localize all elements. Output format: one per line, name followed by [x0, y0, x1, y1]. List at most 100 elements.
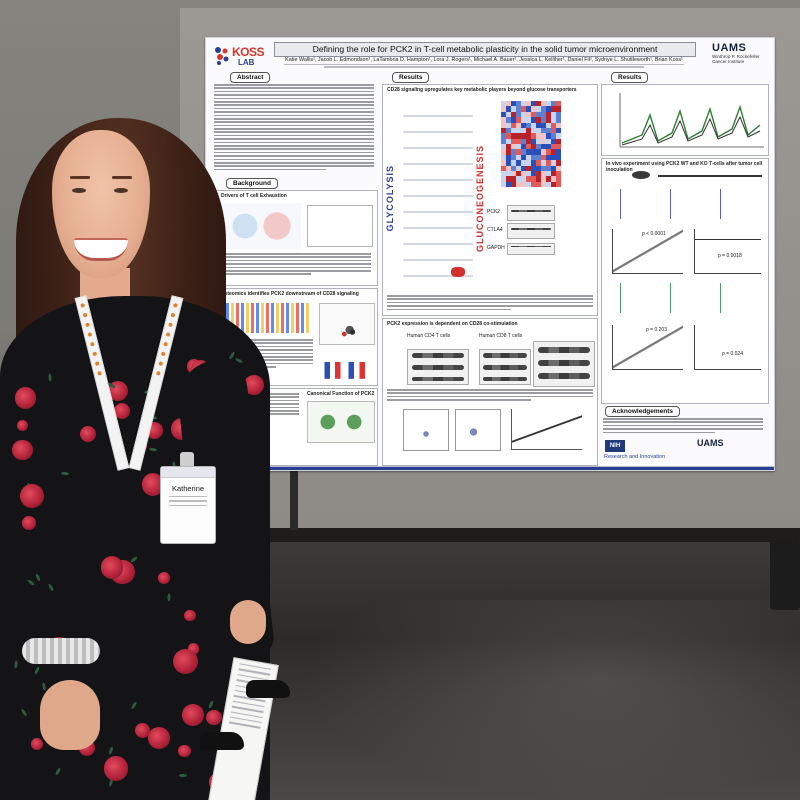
dress-flower — [172, 648, 199, 675]
heatmap-cell — [546, 160, 551, 166]
right-eyebrow — [112, 176, 132, 179]
heatmap-cell — [556, 176, 561, 182]
heatmap-cell — [536, 165, 541, 171]
dress-leaf — [26, 578, 35, 587]
heatmap-cell — [541, 117, 546, 123]
heatmap-cell — [531, 176, 536, 182]
heatmap-cell — [541, 101, 546, 107]
heatmap-cell — [521, 149, 526, 155]
heatmap-cell — [536, 176, 541, 182]
heatmap-cell — [501, 165, 506, 171]
heatmap-cell — [546, 181, 551, 187]
shoe — [246, 680, 290, 698]
heatmap-cell — [521, 165, 526, 171]
dress-flower — [79, 425, 96, 443]
uams-logo: UAMS Winthrop P. Rockefeller Cancer Inst… — [712, 42, 770, 70]
dress-leaf — [234, 357, 244, 365]
dress-leaf — [130, 701, 138, 711]
dress-flower — [113, 402, 131, 420]
dress-flower — [206, 710, 222, 726]
flow-plot-day0 — [403, 409, 449, 451]
face — [52, 130, 150, 278]
heatmap-cell — [501, 127, 506, 134]
heatmap-cell — [526, 170, 531, 177]
affiliations — [284, 64, 684, 70]
mouse-icon — [632, 171, 650, 179]
heatmap-cell — [516, 181, 521, 187]
heatmap-cell — [556, 165, 561, 171]
dress-leaf — [108, 745, 114, 755]
heatmap-cell — [531, 170, 536, 177]
heatmap-cell — [526, 111, 531, 118]
growth-curves-row2 — [612, 283, 762, 313]
badge-name: Katherine — [171, 484, 205, 493]
heatmap-cell — [501, 122, 506, 128]
heatmap-cell — [556, 149, 561, 155]
heatmap-cell — [531, 101, 536, 107]
heatmap-cell — [516, 176, 521, 182]
heatmap-cell — [516, 165, 521, 171]
heatmap-cell — [531, 127, 536, 134]
heatmap-cell — [521, 111, 526, 118]
pck2-node — [451, 267, 465, 277]
heatmap-cell — [506, 111, 511, 118]
badge-clip — [180, 452, 194, 468]
metabolic-factors-box — [307, 205, 373, 247]
heatmap-cell — [531, 154, 536, 161]
growth-curves-row1 — [612, 189, 762, 219]
heatmap-cell — [521, 138, 526, 144]
background-header: Background — [226, 178, 278, 189]
ctla4-blot — [507, 223, 555, 239]
badge-details — [161, 496, 215, 507]
logo-subtext: LAB — [238, 58, 255, 67]
heatmap-cell — [546, 170, 551, 177]
heatmap-cell — [526, 133, 531, 139]
dress-flower — [100, 556, 124, 579]
dress-flower — [12, 439, 33, 461]
heatmap-cell — [536, 160, 541, 166]
cd4-label: Human CD4 T cells — [407, 333, 451, 339]
heatmap-cell — [546, 122, 551, 128]
dress-leaf — [149, 447, 158, 452]
heatmap-cell — [546, 127, 551, 134]
heatmap-cell — [531, 122, 536, 128]
heatmap-cell — [506, 122, 511, 128]
heatmap-cell — [551, 111, 556, 118]
heatmap-cell — [521, 176, 526, 182]
cd28-figure: CD28 signaling upregulates key metabolic… — [382, 84, 598, 316]
heatmap-cell — [536, 101, 541, 107]
heatmap-cell — [556, 181, 561, 187]
name-badge: Katherine — [160, 466, 216, 544]
abstract-header: Abstract — [230, 72, 271, 83]
heatmap-cell — [516, 144, 521, 150]
heatmap-cell — [516, 170, 521, 177]
heatmap-cell — [551, 181, 556, 187]
heatmap-cell — [551, 138, 556, 144]
heatmap-cell — [521, 122, 526, 128]
badge-header — [161, 467, 215, 478]
heatmap-cell — [546, 176, 551, 182]
heatmap-cell — [526, 176, 531, 182]
heatmap-cell — [506, 117, 511, 123]
heatmap-cell — [511, 144, 516, 150]
gapdh-blot — [507, 243, 555, 255]
board-stand — [290, 470, 298, 530]
poster-authors: Katie Wallis¹, Jacob L. Edmondson¹, LaTa… — [285, 57, 683, 63]
cd28-heading: CD28 signaling upregulates key metabolic… — [387, 87, 577, 93]
heatmap-cell — [541, 170, 546, 177]
dress-flower — [184, 610, 196, 622]
heatmap-cell — [526, 160, 531, 166]
heatmap-cell — [526, 181, 531, 187]
dress-flower — [20, 483, 45, 508]
heatmap-cell — [506, 165, 511, 171]
scrunchie — [22, 638, 100, 664]
heatmap-cell — [526, 154, 531, 161]
dress-leaf — [167, 593, 171, 602]
heatmap-cell — [521, 160, 526, 166]
heatmap-cell — [551, 144, 556, 150]
heatmap-cell — [506, 133, 511, 139]
dress-leaf — [130, 555, 139, 564]
heatmap-cell — [556, 144, 561, 150]
dress-flower — [22, 515, 37, 530]
bystander-leg — [770, 540, 800, 610]
